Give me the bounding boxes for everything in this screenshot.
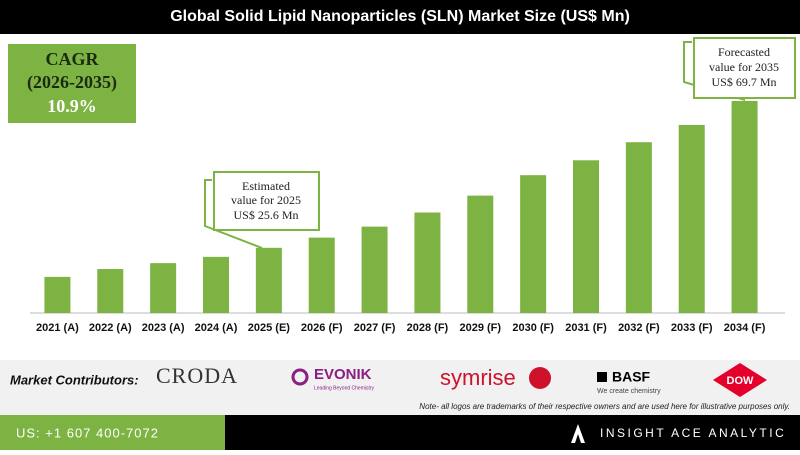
- callout-text: Estimated: [242, 179, 290, 193]
- bar: [97, 269, 124, 313]
- logo-symrise: symrise: [440, 365, 516, 390]
- callout-text: US$ 69.7 Mn: [711, 75, 776, 89]
- bar: [414, 212, 441, 313]
- logo-icon: [291, 368, 309, 386]
- phone-bar: [0, 415, 225, 450]
- bar: [203, 256, 229, 313]
- x-tick-label: 2032 (F): [618, 322, 660, 334]
- logo-tagline: We create chemistry: [597, 388, 661, 395]
- logo-evonik: EVONIK: [314, 366, 372, 383]
- bar: [520, 175, 547, 313]
- x-tick-label: 2029 (F): [459, 322, 501, 334]
- title-bar: [0, 0, 800, 34]
- logo-icon: [597, 372, 607, 382]
- x-tick-label: 2024 (A): [195, 322, 238, 334]
- x-tick-label: 2028 (F): [407, 322, 449, 334]
- callout-connector: [204, 179, 263, 249]
- brand-icon: [571, 424, 585, 443]
- x-tick-label: 2025 (E): [248, 322, 291, 334]
- x-tick-label: 2034 (F): [724, 322, 766, 334]
- x-tick-label: 2022 (A): [89, 322, 132, 334]
- callout-text: Forecasted: [718, 45, 770, 59]
- logo-icon: [713, 363, 767, 397]
- x-tick-label: 2033 (F): [671, 322, 713, 334]
- logo-croda: CRODA: [156, 363, 238, 388]
- cagr-value: 10.9%: [47, 96, 97, 116]
- callout-box: [213, 171, 320, 231]
- contributors-label: Market Contributors:: [10, 372, 139, 387]
- x-tick-label: 2031 (F): [565, 322, 607, 334]
- bar: [255, 247, 282, 313]
- brand-bar: [225, 415, 800, 450]
- bar: [625, 142, 652, 313]
- bar: [150, 263, 177, 313]
- logo-icon: [529, 367, 551, 389]
- chart-title: Global Solid Lipid Nanoparticles (SLN) M…: [170, 8, 630, 25]
- bar: [44, 276, 71, 313]
- note: Note- all logos are trademarks of their …: [419, 402, 790, 411]
- bar: [573, 160, 599, 313]
- contributors-band: [0, 360, 800, 415]
- x-tick-label: 2026 (F): [301, 322, 343, 334]
- bar: [467, 195, 494, 313]
- callout-text: value for 2025: [231, 193, 301, 207]
- logo-tagline: Leading Beyond Chemistry: [314, 385, 375, 391]
- logo-dow: DOW: [727, 375, 755, 387]
- cagr-title: CAGR: [46, 49, 100, 69]
- brand: INSIGHT ACE ANALYTIC: [600, 426, 786, 440]
- callout-text: value for 2035: [709, 60, 779, 74]
- cagr-period: (2026-2035): [27, 72, 117, 93]
- logo-basf: BASF: [612, 369, 651, 385]
- x-tick-label: 2023 (A): [142, 322, 185, 334]
- bar: [731, 101, 758, 313]
- x-tick-label: 2030 (F): [512, 322, 554, 334]
- bar: [361, 226, 388, 313]
- cagr-box: [8, 44, 136, 123]
- x-tick-label: 2027 (F): [354, 322, 396, 334]
- callout-text: US$ 25.6 Mn: [233, 208, 298, 222]
- phone: US: +1 607 400-7072: [16, 425, 159, 440]
- bar: [678, 124, 705, 313]
- bar: [308, 237, 335, 313]
- x-tick-label: 2021 (A): [36, 322, 79, 334]
- callout-box: [693, 37, 796, 99]
